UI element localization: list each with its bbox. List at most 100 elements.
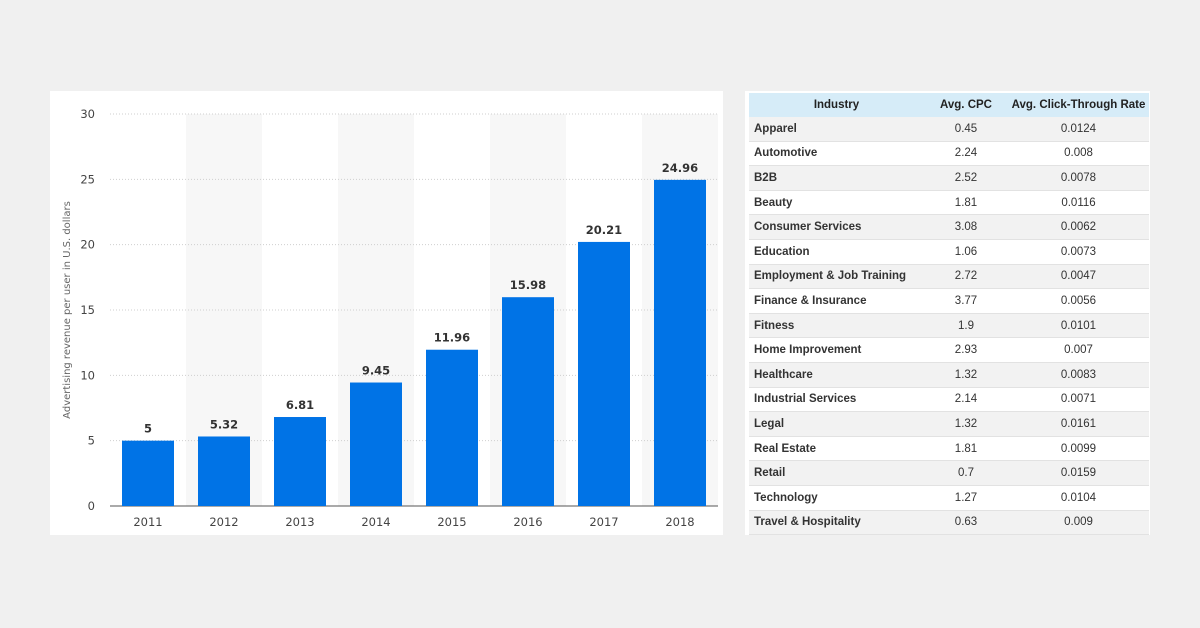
bar — [654, 179, 706, 506]
bar-value-label: 9.45 — [362, 364, 390, 378]
table-cell-avg-cpc: 2.72 — [924, 264, 1008, 290]
y-tick-label: 0 — [88, 499, 95, 513]
y-axis-label: Advertising revenue per user in U.S. dol… — [62, 201, 73, 419]
bar — [274, 417, 326, 506]
industry-table-card: Industry Avg. CPC Avg. Click-Through Rat… — [745, 91, 1150, 536]
bar — [502, 297, 554, 506]
table-cell-avg-ctr: 0.0056 — [1008, 288, 1149, 314]
x-tick-label: 2017 — [589, 515, 618, 529]
header-avg-cpc: Avg. CPC — [924, 93, 1008, 117]
table-cell-industry: Education — [749, 239, 924, 265]
table-cell-avg-ctr: 0.0161 — [1008, 411, 1149, 437]
table-cell-industry: Travel & Hospitality — [749, 510, 924, 536]
table-cell-industry: Technology — [749, 485, 924, 511]
table-row: Finance & Insurance 3.77 0.0056 — [749, 288, 1149, 314]
table-cell-industry: Industrial Services — [749, 387, 924, 413]
x-tick-label: 2018 — [665, 515, 694, 529]
bar-value-label: 15.98 — [510, 278, 546, 292]
y-tick-label: 20 — [80, 238, 95, 252]
y-tick-label: 10 — [80, 368, 95, 382]
table-row: Retail 0.7 0.0159 — [749, 460, 1149, 486]
table-cell-avg-cpc: 2.14 — [924, 387, 1008, 413]
y-tick-label: 15 — [80, 303, 95, 317]
table-row: Technology 1.27 0.0104 — [749, 485, 1149, 511]
header-avg-ctr: Avg. Click-Through Rate — [1008, 93, 1149, 117]
table-cell-avg-cpc: 3.08 — [924, 214, 1008, 240]
table-cell-avg-cpc: 3.77 — [924, 288, 1008, 314]
table-row: Travel & Hospitality 0.63 0.009 — [749, 510, 1149, 536]
header-industry: Industry — [749, 93, 924, 117]
table-header-row: Industry Avg. CPC Avg. Click-Through Rat… — [749, 93, 1149, 117]
table-row: Beauty 1.81 0.0116 — [749, 190, 1149, 216]
table-cell-avg-cpc: 2.52 — [924, 165, 1008, 191]
x-tick-label: 2011 — [133, 515, 162, 529]
table-row: Real Estate 1.81 0.0099 — [749, 436, 1149, 462]
bar-value-label: 5 — [144, 422, 152, 436]
table-cell-industry: Consumer Services — [749, 214, 924, 240]
table-cell-avg-cpc: 0.63 — [924, 510, 1008, 536]
table-row: Apparel 0.45 0.0124 — [749, 117, 1149, 142]
table-cell-avg-ctr: 0.0124 — [1008, 117, 1149, 142]
y-tick-label: 25 — [80, 172, 95, 186]
table-cell-avg-ctr: 0.0047 — [1008, 264, 1149, 290]
bar-value-label: 11.96 — [434, 331, 470, 345]
table-cell-avg-ctr: 0.0159 — [1008, 460, 1149, 486]
bar-value-label: 5.32 — [210, 417, 238, 431]
table-cell-industry: Real Estate — [749, 436, 924, 462]
bar — [578, 241, 630, 506]
table-cell-avg-ctr: 0.0104 — [1008, 485, 1149, 511]
table-cell-avg-ctr: 0.0099 — [1008, 436, 1149, 462]
table-cell-avg-cpc: 1.32 — [924, 362, 1008, 388]
table-cell-industry: Beauty — [749, 190, 924, 216]
table-row: Home Improvement 2.93 0.007 — [749, 337, 1149, 363]
table-row: Industrial Services 2.14 0.0071 — [749, 387, 1149, 413]
table-cell-industry: Apparel — [749, 117, 924, 142]
bar-value-label: 6.81 — [286, 398, 314, 412]
table-row: Employment & Job Training 2.72 0.0047 — [749, 264, 1149, 290]
table-row: Automotive 2.24 0.008 — [749, 141, 1149, 167]
table-cell-avg-ctr: 0.0083 — [1008, 362, 1149, 388]
table-cell-avg-cpc: 1.32 — [924, 411, 1008, 437]
bar — [350, 382, 402, 506]
table-cell-avg-cpc: 2.93 — [924, 337, 1008, 363]
table-cell-industry: Employment & Job Training — [749, 264, 924, 290]
table-cell-avg-ctr: 0.0078 — [1008, 165, 1149, 191]
table-cell-avg-cpc: 1.06 — [924, 239, 1008, 265]
table-cell-industry: Retail — [749, 460, 924, 486]
table-row: B2B 2.52 0.0078 — [749, 165, 1149, 191]
bar-chart: 0 5 10 15 20 25 30 Advertising revenue per user… — [62, 107, 718, 529]
table-cell-industry: Legal — [749, 411, 924, 437]
table-cell-industry: Automotive — [749, 141, 924, 167]
x-tick-label: 2013 — [285, 515, 314, 529]
y-tick-label: 5 — [88, 434, 95, 448]
table-cell-avg-cpc: 0.7 — [924, 460, 1008, 486]
table-cell-avg-ctr: 0.0073 — [1008, 239, 1149, 265]
x-tick-label: 2016 — [513, 515, 542, 529]
table-cell-avg-ctr: 0.0116 — [1008, 190, 1149, 216]
bar-value-label: 20.21 — [586, 223, 622, 237]
bar — [122, 440, 174, 506]
table-cell-avg-cpc: 1.81 — [924, 436, 1008, 462]
table-row: Education 1.06 0.0073 — [749, 239, 1149, 265]
table-cell-avg-cpc: 1.27 — [924, 485, 1008, 511]
industry-benchmarks-table: Industry Avg. CPC Avg. Click-Through Rat… — [749, 93, 1149, 536]
table-cell-avg-cpc: 1.9 — [924, 313, 1008, 339]
bar — [426, 349, 478, 506]
y-tick-label: 30 — [80, 107, 95, 121]
table-cell-avg-ctr: 0.008 — [1008, 141, 1149, 167]
table-cell-industry: B2B — [749, 165, 924, 191]
table-row: Legal 1.32 0.0161 — [749, 411, 1149, 437]
bar-value-label: 24.96 — [662, 161, 698, 175]
bar — [198, 436, 250, 506]
table-cell-avg-ctr: 0.009 — [1008, 510, 1149, 536]
table-cell-avg-cpc: 0.45 — [924, 117, 1008, 142]
table-cell-avg-ctr: 0.0101 — [1008, 313, 1149, 339]
table-cell-avg-ctr: 0.0071 — [1008, 387, 1149, 413]
x-tick-label: 2014 — [361, 515, 390, 529]
x-tick-label: 2015 — [437, 515, 466, 529]
table-cell-industry: Finance & Insurance — [749, 288, 924, 314]
table-row: Fitness 1.9 0.0101 — [749, 313, 1149, 339]
table-cell-industry: Fitness — [749, 313, 924, 339]
table-cell-industry: Home Improvement — [749, 337, 924, 363]
table-cell-avg-cpc: 1.81 — [924, 190, 1008, 216]
